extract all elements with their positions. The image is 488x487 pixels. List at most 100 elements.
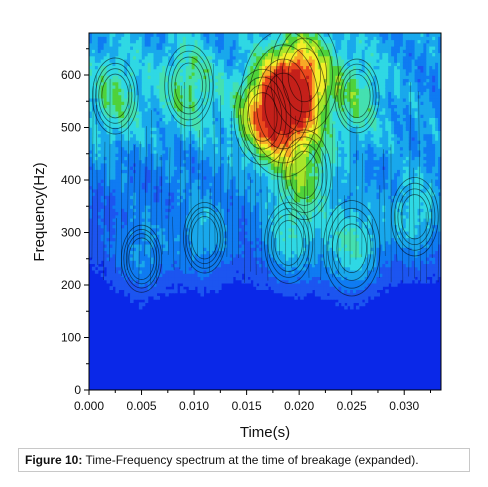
spectrum-cell — [130, 159, 134, 164]
spectrum-cell — [262, 243, 266, 248]
spectrum-cell — [89, 114, 93, 118]
spectrum-cell — [135, 208, 140, 213]
spectrum-cell — [97, 198, 102, 203]
spectrum-cell — [124, 205, 128, 209]
spectrum-cell — [127, 162, 131, 167]
spectrum-cell — [174, 250, 178, 255]
spectrum-cell — [130, 75, 134, 80]
spectrum-cell — [144, 153, 149, 157]
spectrum-cell — [168, 253, 172, 258]
spectrum-cell — [203, 84, 207, 89]
spectrum-cell — [244, 68, 248, 73]
spectrum-cell — [179, 130, 184, 135]
spectrum-cell — [262, 33, 266, 37]
spectrum-cell — [253, 81, 257, 86]
spectrum-cell — [118, 140, 122, 144]
spectrum-cell — [147, 110, 152, 115]
spectrum-cell — [174, 81, 178, 86]
spectrum-cell — [97, 33, 102, 37]
spectrum-cell — [185, 78, 190, 83]
spectrum-cell — [97, 162, 102, 167]
spectrum-cell — [138, 159, 143, 164]
spectrum-cell — [209, 36, 213, 41]
spectrum-cell — [197, 78, 202, 83]
spectrum-cell — [256, 107, 260, 112]
spectrum-cell — [91, 224, 96, 229]
spectrum-cell — [209, 136, 213, 141]
spectrum-cell — [162, 156, 166, 161]
spectrum-cell — [226, 75, 231, 80]
spectrum-cell — [115, 68, 119, 73]
spectrum-cell — [141, 149, 146, 154]
spectrum-cell — [133, 33, 137, 37]
spectrum-cell — [150, 269, 155, 274]
spectrum-cell — [226, 162, 231, 167]
spectrum-cell — [177, 78, 181, 83]
spectrum-cell — [256, 97, 260, 102]
spectrum-cell — [232, 247, 237, 252]
spectrum-cell — [209, 217, 213, 222]
spectrum-cell — [226, 104, 231, 109]
spectrum-cell — [188, 179, 193, 183]
spectrum-cell — [124, 149, 128, 154]
spectrum-cell — [135, 289, 140, 294]
spectrum-cell — [241, 52, 246, 57]
spectrum-cell — [133, 172, 137, 177]
spectrum-cell — [194, 214, 199, 219]
spectrum-cell — [159, 198, 163, 203]
spectrum-cell — [115, 195, 119, 200]
spectrum-cell — [273, 279, 278, 284]
spectrum-cell — [168, 78, 172, 83]
spectrum-cell — [209, 169, 213, 174]
spectrum-cell — [206, 114, 210, 118]
spectrum-cell — [179, 146, 184, 151]
spectrum-cell — [174, 256, 178, 261]
spectrum-cell — [179, 276, 184, 281]
spectrum-cell — [118, 146, 122, 151]
spectrum-cell — [223, 276, 228, 281]
spectrum-cell — [200, 55, 204, 60]
spectrum-cell — [215, 253, 219, 258]
spectrum-cell — [259, 205, 263, 209]
spectrum-cell — [171, 250, 175, 255]
spectrum-cell — [124, 78, 128, 83]
spectrum-cell — [265, 172, 269, 177]
spectrum-cell — [235, 237, 240, 242]
spectrum-cell — [138, 247, 143, 252]
spectrum-cell — [188, 45, 193, 50]
spectrum-cell — [215, 75, 219, 80]
spectrum-cell — [188, 266, 193, 271]
spectrum-cell — [171, 276, 175, 281]
spectrum-cell — [185, 75, 190, 80]
spectrum-cell — [241, 156, 246, 161]
spectrum-cell — [215, 91, 219, 96]
spectrum-cell — [103, 104, 108, 109]
spectrum-cell — [94, 224, 99, 229]
spectrum-cell — [127, 214, 131, 219]
spectrum-cell — [250, 230, 254, 235]
spectrum-cell — [273, 156, 278, 161]
spectrum-cell — [238, 33, 243, 37]
spectrum-cell — [218, 179, 222, 183]
spectrum-cell — [118, 52, 122, 57]
spectrum-cell — [156, 65, 160, 70]
spectrum-cell — [232, 149, 237, 154]
spectrum-cell — [191, 198, 196, 203]
spectrum-cell — [121, 55, 125, 60]
spectrum-cell — [270, 227, 275, 232]
spectrum-cell — [138, 149, 143, 154]
spectrum-cell — [103, 75, 108, 80]
spectrum-cell — [177, 237, 181, 242]
spectrum-cell — [162, 208, 166, 213]
spectrum-cell — [247, 273, 251, 278]
spectrum-cell — [150, 65, 155, 70]
spectrum-cell — [182, 201, 187, 206]
spectrum-cell — [200, 52, 204, 57]
spectrum-cell — [135, 182, 140, 187]
spectrum-cell — [100, 256, 105, 261]
spectrum-cell — [238, 230, 243, 235]
spectrum-cell — [174, 78, 178, 83]
spectrum-cell — [203, 185, 207, 190]
spectrum-cell — [124, 153, 128, 157]
spectrum-cell — [200, 175, 204, 180]
